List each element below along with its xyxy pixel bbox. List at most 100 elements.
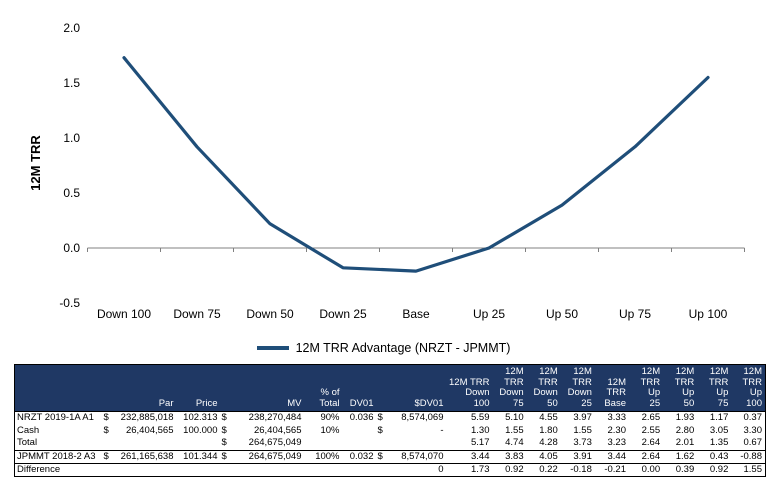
y-axis-tick-label: 0.5 (63, 186, 80, 200)
table-row: Difference 0 1.73 0.92 0.22 -0.18 -0.21 0.00 0.3… (15, 463, 766, 476)
table-cell: 0.92 (505, 463, 524, 475)
table-cell: 0.22 (539, 463, 558, 475)
table-cell: 2.01 (675, 437, 695, 449)
header-cell: 12M TRR Up 100 (731, 364, 766, 412)
table-cell: 3.83 (492, 449, 527, 464)
header-cell: 12M TRR Down 100 (446, 364, 493, 412)
trr-line-chart: 2.0 1.5 1.0 0.5 0.0 -0.5 Down 100 Down 75 Down 5… (28, 21, 745, 321)
table-cell (103, 463, 177, 476)
y-axis-title: 12M TRR (28, 135, 43, 191)
table-cell: 0.67 (743, 437, 763, 449)
table-cell: 1.62 (663, 449, 698, 464)
table-cell: 1.17 (709, 411, 729, 423)
scenario-table-container: Par Price MV% of Total DV01 $DV01 12M TRR Dow… (14, 364, 767, 477)
table-row: Total $264,675,049 5.17 4.74 4.28 3.73 3.23 2.6… (15, 437, 766, 450)
header-cell: 12M TRR Base (594, 364, 629, 412)
table-cell: $232,885,018 (103, 411, 174, 423)
table-cell: 100% (304, 449, 343, 464)
table-cell: 101.344 (176, 449, 221, 464)
table-cell (305, 463, 343, 476)
table-cell (343, 463, 377, 476)
header-cell: 12M TRR Down 25 (560, 364, 595, 412)
x-axis-category-label: Down 100 (97, 307, 151, 321)
header-cell: Par (102, 364, 177, 412)
table-cell: -0.88 (731, 449, 766, 464)
header-cell: $DV01 (376, 364, 447, 412)
table-cell: 1.93 (675, 411, 695, 423)
table-cell: 2.64 (641, 437, 661, 449)
y-axis-tick-label: -0.5 (59, 296, 80, 310)
table-header-row: Par Price MV% of Total DV01 $DV01 12M TRR Dow… (14, 364, 766, 412)
x-axis-category-label: Down 50 (246, 307, 294, 321)
table-cell: $261,165,638 (102, 449, 177, 464)
table-cell (343, 424, 377, 437)
table-cell: $8,574,069 (377, 411, 444, 423)
header-cell: 12M TRR Down 50 (526, 364, 561, 412)
table-cell: 3.44 (594, 449, 629, 464)
x-axis-category-label: Up 75 (619, 307, 651, 321)
table-cell (177, 463, 221, 476)
table-cell: 0.00 (641, 463, 661, 475)
table-cell: 2.80 (675, 424, 695, 436)
row-label: Cash (17, 424, 40, 436)
table-cell: 0.032 (342, 449, 377, 464)
table-cell: 2.65 (641, 411, 661, 423)
table-cell: 1.30 (471, 424, 490, 436)
table-cell: 0.43 (697, 449, 732, 464)
table-cell: 90% (320, 411, 340, 423)
table-cell: 1.80 (539, 424, 558, 436)
table-cell (377, 437, 447, 450)
table-cell: 5.17 (471, 437, 490, 449)
table-cell: 3.33 (607, 411, 627, 423)
table-cell: 1.55 (573, 424, 592, 436)
table-cell: 5.59 (471, 411, 490, 423)
header-cell: Price (176, 364, 221, 412)
table-cell: 3.91 (560, 449, 595, 464)
legend-label: 12M TRR Advantage (NRZT - JPMMT) (295, 341, 511, 355)
header-cell: 12M TRR Up 75 (697, 364, 732, 412)
table-row: JPMMT 2018-2 A3 $261,165,638 101.344 $264,6… (14, 449, 766, 464)
table-cell: 1.73 (471, 463, 490, 475)
table-row: Cash $26,404,565 100.000 $26,404,565 10% $ -1.… (15, 424, 766, 437)
table-cell: 3.97 (573, 411, 592, 423)
table-row: NRZT 2019-1A A1 $232,885,018 102.313 $238,2… (15, 411, 766, 424)
table-cell: 4.74 (505, 437, 524, 449)
header-cell: 12M TRR Up 25 (629, 364, 664, 412)
table-cell: $26,404,565 (103, 424, 174, 436)
row-label: Difference (17, 463, 61, 475)
table-cell: 0.37 (743, 411, 763, 423)
x-axis-category-label: Base (402, 307, 430, 321)
table-cell (305, 437, 343, 450)
y-axis-tick-label: 1.5 (63, 76, 80, 90)
table-cell: -0.21 (604, 463, 626, 475)
table-cell (343, 437, 377, 450)
chart-legend: 12M TRR Advantage (NRZT - JPMMT) (0, 338, 767, 358)
y-axis-tick-label: 2.0 (63, 21, 80, 35)
table-cell: 4.55 (539, 411, 558, 423)
table-cell: $26,404,565 (221, 424, 302, 436)
legend-line-swatch (256, 346, 289, 350)
table-cell: $8,574,070 (376, 449, 447, 464)
header-cell-name (14, 364, 103, 412)
table-cell: 4.05 (526, 449, 561, 464)
header-cell: 12M TRR Down 75 (492, 364, 527, 412)
table-cell: 3.30 (743, 424, 763, 436)
x-axis-category-label: Up 100 (689, 307, 728, 321)
table-cell: 1.55 (505, 424, 524, 436)
table-cell: 0.39 (675, 463, 695, 475)
table-cell: 5.10 (505, 411, 524, 423)
trr-advantage-line (122, 56, 710, 273)
table-cell: 2.55 (641, 424, 661, 436)
header-cell: 12M TRR Up 50 (663, 364, 698, 412)
table-cell: $ - (377, 424, 444, 436)
x-axis-category-label: Up 25 (473, 307, 505, 321)
y-axis-tick-label: 0.0 (63, 241, 80, 255)
table-cell: $264,675,049 (220, 449, 305, 464)
scenario-data-table: Par Price MV% of Total DV01 $DV01 12M TRR Dow… (14, 364, 766, 477)
table-cell: -0.18 (570, 463, 592, 475)
table-cell: 2.30 (607, 424, 627, 436)
table-cell: $264,675,049 (221, 437, 302, 449)
header-cell: DV01 (342, 364, 377, 412)
table-cell (177, 437, 221, 450)
table-cell: 0 (438, 463, 444, 475)
